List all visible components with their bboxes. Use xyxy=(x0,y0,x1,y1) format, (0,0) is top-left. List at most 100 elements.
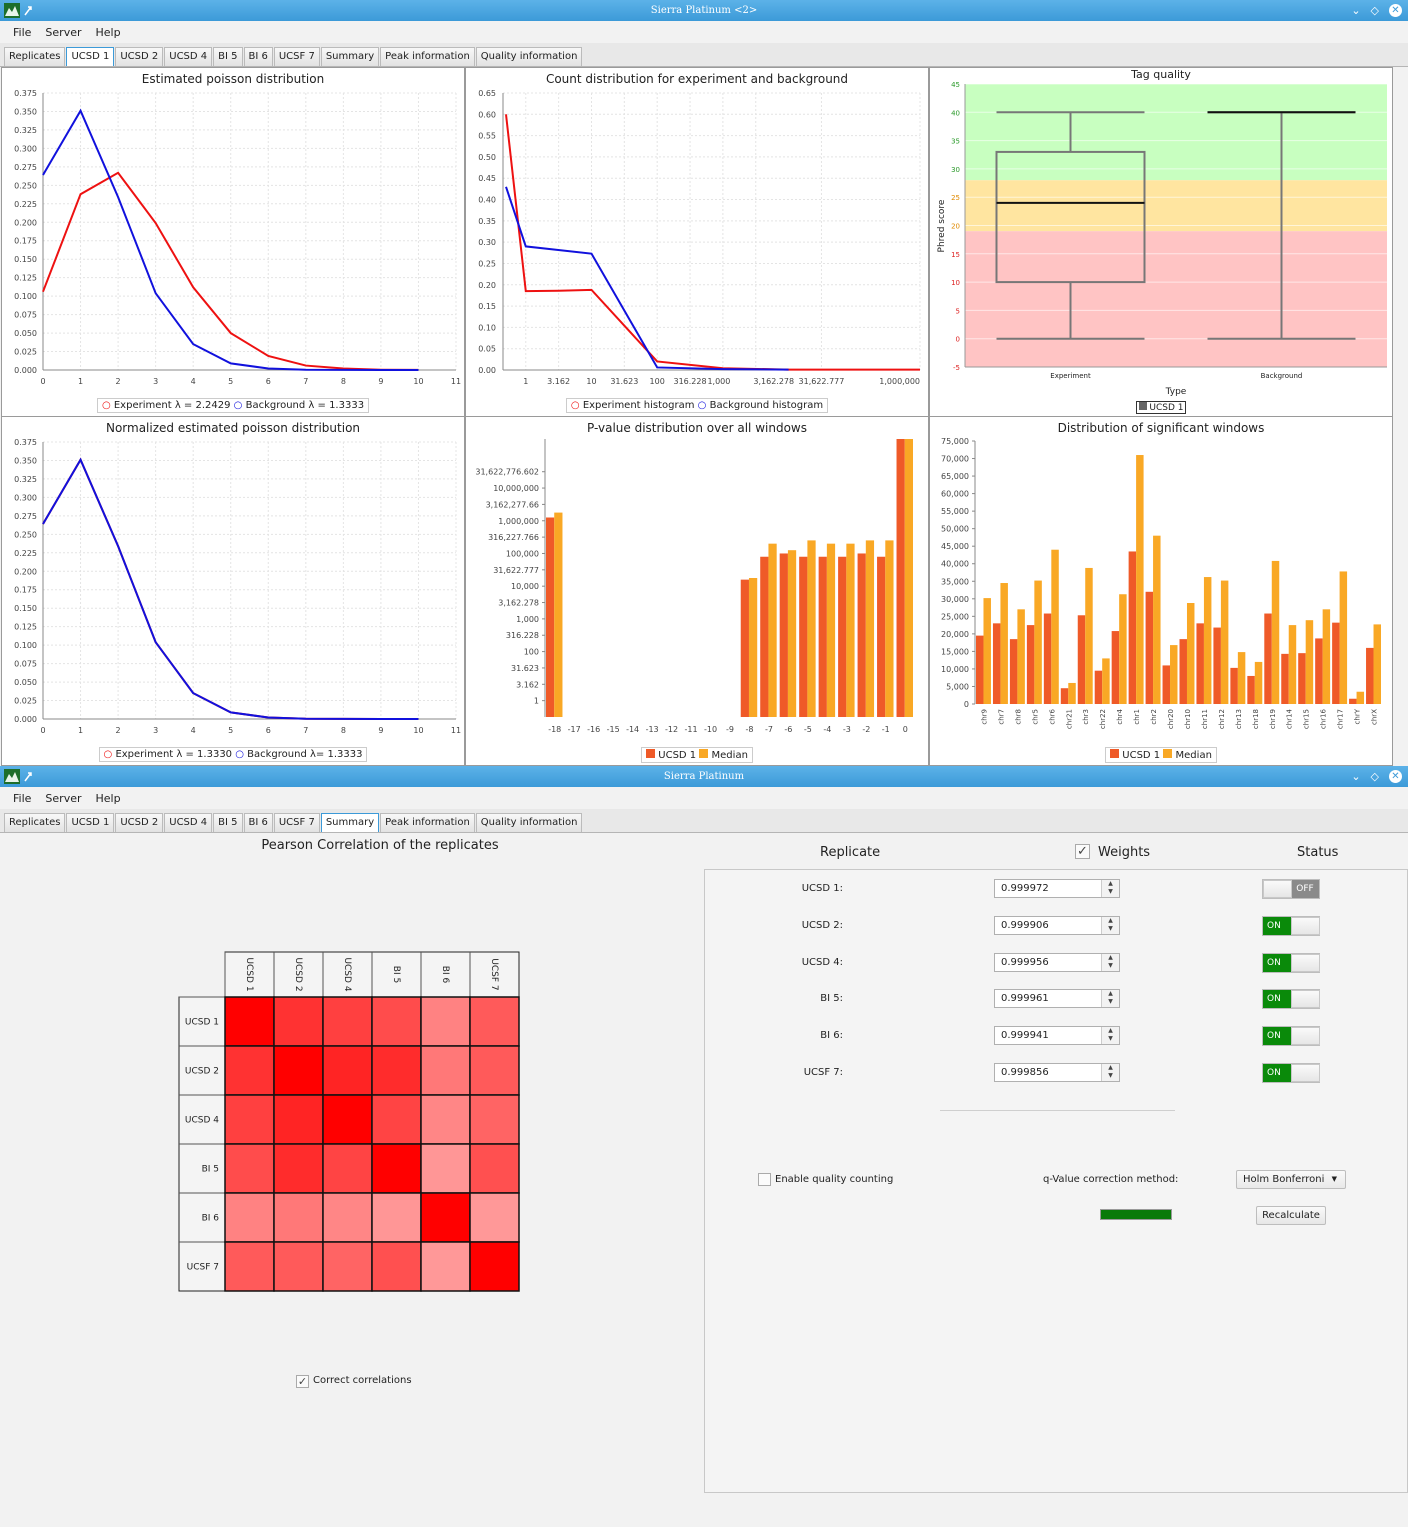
title-bar[interactable]: Sierra Platinum <2> ⌄ ◇ ✕ xyxy=(0,0,1408,21)
x-tick-label: -3 xyxy=(843,725,851,734)
bar xyxy=(983,598,991,704)
weight-spinner[interactable]: 0.999941 ▲ ▼ xyxy=(994,1026,1120,1046)
header-weights: Weights xyxy=(1098,845,1151,860)
tab-quality-information[interactable]: Quality information xyxy=(475,813,583,832)
tab-replicates[interactable]: Replicates xyxy=(4,813,66,832)
weight-spinner[interactable]: 0.999956 ▲ ▼ xyxy=(994,952,1120,972)
toggle-knob[interactable] xyxy=(1291,953,1320,972)
tab-ucsd-1[interactable]: UCSD 1 xyxy=(66,813,115,832)
bar xyxy=(1009,639,1018,704)
tab-bi-5[interactable]: BI 5 xyxy=(213,813,243,832)
heatmap-cell xyxy=(322,1192,373,1243)
bar xyxy=(1186,603,1195,704)
tab-ucsd-1[interactable]: UCSD 1 xyxy=(66,47,115,66)
bar xyxy=(1179,639,1187,704)
minimize-icon[interactable]: ⌄ xyxy=(1351,4,1361,17)
header-replicate: Replicate xyxy=(820,845,881,860)
weight-spinner[interactable]: 0.999906 ▲ ▼ xyxy=(994,915,1120,935)
tab-summary[interactable]: Summary xyxy=(320,47,380,66)
menu-help[interactable]: Help xyxy=(95,791,121,805)
series-line xyxy=(505,186,789,371)
count-chart-panel: Count distribution for experiment and ba… xyxy=(465,67,929,417)
enable-quality-checkbox[interactable] xyxy=(758,1173,771,1186)
y-tick-label: 0.200 xyxy=(14,218,37,227)
heatmap-cell xyxy=(420,1241,471,1292)
close-icon[interactable]: ✕ xyxy=(1389,4,1402,17)
tab-replicates[interactable]: Replicates xyxy=(4,47,66,66)
y-tick-label: 10 xyxy=(951,279,960,287)
maximize-icon[interactable]: ◇ xyxy=(1370,770,1379,783)
minimize-icon[interactable]: ⌄ xyxy=(1351,770,1361,783)
heatmap-cell xyxy=(371,1143,422,1194)
weight-spinner[interactable]: 0.999972 ▲ ▼ xyxy=(994,879,1120,898)
replicate-label: BI 5: xyxy=(820,993,843,1005)
menu-help[interactable]: Help xyxy=(95,25,121,39)
maximize-icon[interactable]: ◇ xyxy=(1370,4,1379,17)
status-toggle[interactable]: ON xyxy=(1262,1063,1320,1083)
x-tick-label: -11 xyxy=(685,725,698,734)
y-tick-label: 0.350 xyxy=(14,456,37,465)
bar xyxy=(740,579,749,717)
x-axis-title: Type xyxy=(1165,387,1187,397)
bar xyxy=(1043,613,1052,704)
x-tick-label: 10 xyxy=(413,377,423,386)
toggle-knob[interactable] xyxy=(1291,990,1320,1009)
tab-bi-6[interactable]: BI 6 xyxy=(243,813,273,832)
tab-ucsd-4[interactable]: UCSD 4 xyxy=(164,813,213,832)
weight-spinner[interactable]: 0.999856 ▲ ▼ xyxy=(994,1063,1120,1082)
x-tick-label: -15 xyxy=(607,725,620,734)
status-toggle[interactable]: ON xyxy=(1262,989,1320,1010)
toggle-knob[interactable] xyxy=(1291,1027,1320,1046)
tab-ucsd-2[interactable]: UCSD 2 xyxy=(115,813,164,832)
qvalue-method-select[interactable]: Holm Bonferroni ▼ xyxy=(1236,1170,1346,1189)
spinner-arrows-icon[interactable]: ▲ ▼ xyxy=(1101,953,1119,971)
weight-value: 0.999941 xyxy=(1001,1030,1049,1042)
bar xyxy=(1288,625,1297,704)
tab-ucsd-2[interactable]: UCSD 2 xyxy=(115,47,164,66)
x-tick-label: -16 xyxy=(587,725,600,734)
spinner-arrows-icon[interactable]: ▲ ▼ xyxy=(1101,1064,1119,1081)
y-tick-label: -5 xyxy=(953,364,960,372)
status-toggle[interactable]: ON xyxy=(1262,952,1320,973)
x-tick-label: 1,000,000 xyxy=(879,377,920,386)
y-tick-label: 50,000 xyxy=(941,525,969,534)
menu-server[interactable]: Server xyxy=(45,791,82,805)
weight-spinner[interactable]: 0.999961 ▲ ▼ xyxy=(994,989,1120,1009)
tab-bi-5[interactable]: BI 5 xyxy=(213,47,243,66)
toggle-knob[interactable] xyxy=(1291,916,1320,935)
heatmap-cell xyxy=(469,1192,520,1243)
y-tick-label: 40 xyxy=(951,109,960,117)
toggle-knob[interactable] xyxy=(1291,1064,1320,1082)
row-label: UCSF 7 xyxy=(187,1263,219,1273)
tab-summary[interactable]: Summary xyxy=(320,813,380,832)
x-tick-label: 3,162.278 xyxy=(753,377,794,386)
tab-quality-information[interactable]: Quality information xyxy=(475,47,583,66)
spinner-arrows-icon[interactable]: ▲ ▼ xyxy=(1101,990,1119,1008)
tab-ucsf-7[interactable]: UCSF 7 xyxy=(273,47,320,66)
correct-correlations-checkbox[interactable]: ✓ xyxy=(296,1375,309,1388)
weights-checkbox[interactable]: ✓ xyxy=(1075,844,1090,859)
spinner-arrows-icon[interactable]: ▲ ▼ xyxy=(1101,916,1119,934)
spinner-arrows-icon[interactable]: ▲ ▼ xyxy=(1101,880,1119,897)
tab-peak-information[interactable]: Peak information xyxy=(380,813,475,832)
tab-ucsd-4[interactable]: UCSD 4 xyxy=(164,47,213,66)
bar xyxy=(1305,620,1314,704)
spinner-arrows-icon[interactable]: ▲ ▼ xyxy=(1101,1027,1119,1045)
menu-server[interactable]: Server xyxy=(45,25,82,39)
recalculate-button[interactable]: Recalculate xyxy=(1256,1206,1326,1225)
status-toggle[interactable]: OFF xyxy=(1262,879,1320,899)
status-toggle[interactable]: ON xyxy=(1262,1026,1320,1047)
title-bar[interactable]: Sierra Platinum ⌄ ◇ ✕ xyxy=(0,766,1408,787)
toggle-knob[interactable] xyxy=(1263,880,1292,898)
tab-ucsf-7[interactable]: UCSF 7 xyxy=(273,813,320,832)
menu-file[interactable]: File xyxy=(13,791,32,805)
y-tick-label: 0.15 xyxy=(478,302,496,311)
close-icon[interactable]: ✕ xyxy=(1389,770,1402,783)
menu-file[interactable]: File xyxy=(13,25,32,39)
heatmap-cell xyxy=(273,1241,324,1292)
tab-bi-6[interactable]: BI 6 xyxy=(243,47,273,66)
x-tick-label: -6 xyxy=(784,725,792,734)
y-tick-label: 35,000 xyxy=(941,577,969,586)
status-toggle[interactable]: ON xyxy=(1262,915,1320,936)
tab-peak-information[interactable]: Peak information xyxy=(380,47,475,66)
